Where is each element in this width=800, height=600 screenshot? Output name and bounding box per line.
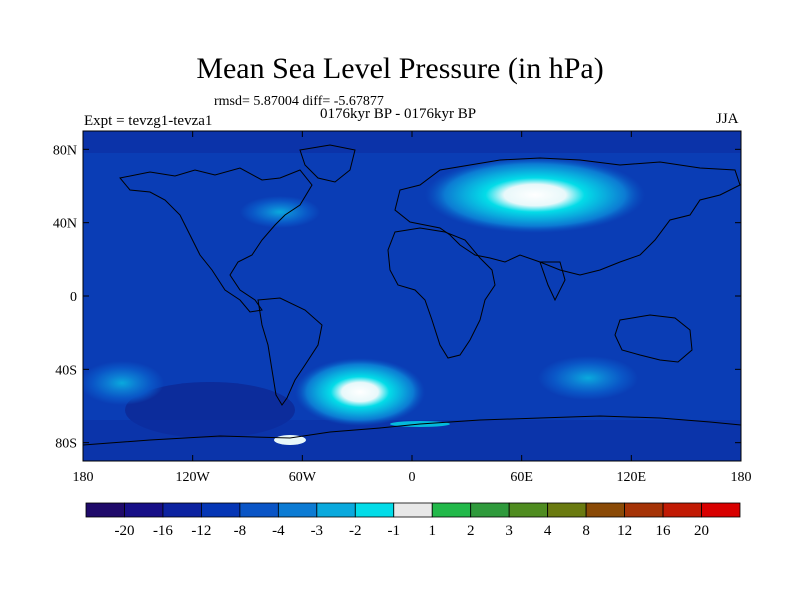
colorbar-label: 4 (544, 523, 552, 539)
colorbar-label: -3 (311, 523, 324, 539)
experiment-label: Expt = tevzg1-tevza1 (84, 113, 213, 129)
colorbar-swatch (585, 502, 625, 518)
high-south-atlantic (295, 358, 425, 426)
colorbar-swatch (547, 502, 587, 518)
x-tick-label: 60W (289, 470, 317, 485)
colorbar-swatch (162, 502, 202, 518)
colorbar: -20 -16 -12 -8 -4 -3 -2 -1 1 2 3 4 8 12 16 20 (85, 502, 741, 539)
colorbar-swatch (201, 502, 241, 518)
x-tick-label: 180 (73, 470, 94, 485)
colorbar-swatch (662, 502, 702, 518)
x-tick-label: 120E (617, 470, 647, 485)
colorbar-label: -12 (191, 523, 211, 539)
high-south-pacific (83, 361, 164, 405)
period-label: 0176kyr BP - 0176kyr BP (320, 106, 477, 122)
coastlines (83, 144, 741, 446)
colorbar-label: 12 (617, 523, 632, 539)
high-north-america (240, 196, 320, 228)
x-tick-label: 0 (409, 470, 416, 485)
colorbar-label: 3 (505, 523, 513, 539)
pressure-field (83, 131, 741, 461)
coast-antarctica (83, 415, 741, 446)
coast-north-america (119, 167, 313, 313)
coast-eurasia (394, 157, 741, 276)
colorbar-label: 1 (428, 523, 436, 539)
y-axis: 80N 40N 0 40S 80S (53, 143, 741, 452)
x-axis: 180 120W 60W 0 60E 120E 180 (73, 131, 752, 485)
colorbar-swatch (470, 502, 510, 518)
colorbar-label: -20 (114, 523, 134, 539)
season-label: JJA (716, 111, 739, 127)
y-tick-label: 40N (53, 217, 77, 232)
coast-africa (387, 227, 496, 359)
colorbar-label: 8 (582, 523, 590, 539)
colorbar-swatch (701, 502, 741, 518)
high-south-indian (538, 356, 638, 400)
x-tick-label: 180 (731, 470, 752, 485)
colorbar-swatch (316, 502, 356, 518)
colorbar-swatch (624, 502, 664, 518)
colorbar-label: -2 (349, 523, 362, 539)
arctic-band (83, 131, 741, 153)
y-tick-label: 40S (55, 363, 77, 378)
x-tick-label: 60E (510, 470, 533, 485)
colorbar-label: 20 (694, 523, 709, 539)
colorbar-label: 2 (467, 523, 475, 539)
colorbar-label: -8 (234, 523, 247, 539)
colorbar-label: 16 (656, 523, 672, 539)
colorbar-label: -4 (272, 523, 285, 539)
chart-title: Mean Sea Level Pressure (in hPa) (196, 52, 604, 85)
stats-line: rmsd= 5.87004 diff= -5.67877 (214, 94, 384, 109)
x-tick-label: 120W (176, 470, 211, 485)
y-tick-label: 0 (70, 290, 77, 305)
colorbar-swatch (239, 502, 279, 518)
colorbar-swatch (277, 502, 318, 518)
coast-south-america (257, 297, 323, 406)
colorbar-label: -1 (388, 523, 401, 539)
colorbar-swatch (85, 502, 125, 518)
colorbar-swatch (431, 502, 472, 518)
y-tick-label: 80S (55, 437, 77, 452)
colorbar-swatch (508, 502, 549, 518)
high-eurasia (425, 157, 645, 233)
coast-india (539, 261, 566, 302)
coast-greenland (299, 144, 356, 183)
y-tick-label: 80N (53, 143, 77, 158)
colorbar-swatch (124, 502, 164, 518)
colorbar-swatch (393, 502, 433, 518)
coast-australia (614, 314, 693, 363)
colorbar-swatch (354, 502, 395, 518)
colorbar-label: -16 (153, 523, 173, 539)
